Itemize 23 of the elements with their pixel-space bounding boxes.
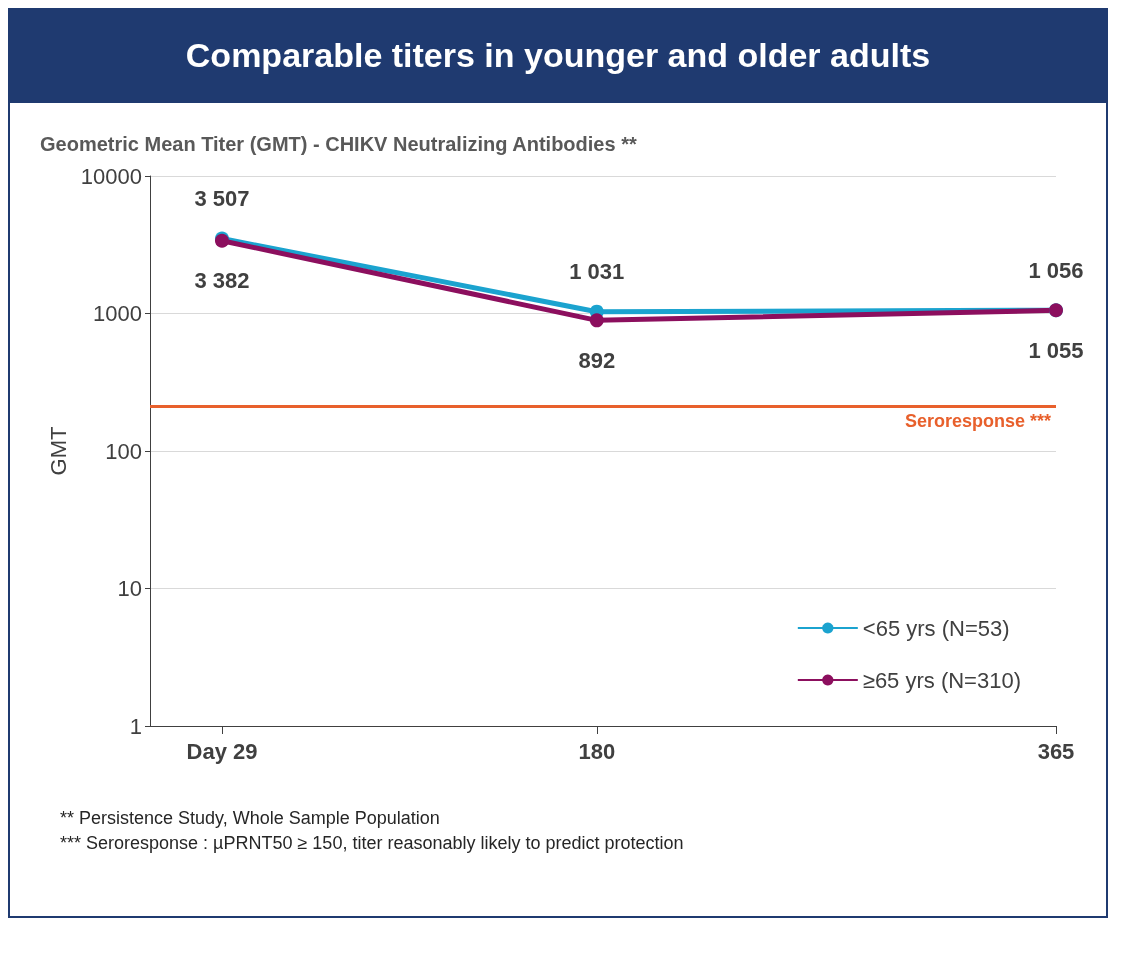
point — [589, 313, 604, 328]
data-label: 1 055 — [1028, 337, 1084, 363]
y-tick-label: 100 — [105, 438, 142, 464]
x-tick-label: 365 — [1037, 738, 1075, 764]
ref-line-label: Seroresponse *** — [904, 410, 1051, 431]
data-label: 3 507 — [194, 186, 250, 212]
x-tick-label: 180 — [578, 738, 616, 764]
y-tick-label: 1000 — [93, 301, 142, 326]
data-label: 3 382 — [194, 268, 250, 294]
data-label: 1 056 — [1028, 257, 1084, 283]
legend-label: <65 yrs (N=53) — [862, 615, 1010, 641]
y-tick-label: 10000 — [80, 163, 142, 189]
data-label: 1 031 — [569, 259, 625, 285]
chart-subtitle: Geometric Mean Titer (GMT) - CHIKV Neutralizing Antibodies ** — [40, 133, 638, 156]
x-tick-label: Day 29 — [186, 738, 258, 764]
chart-title: Comparable titers in younger and older adults — [10, 8, 1106, 103]
legend-label: ≥65 yrs (N=310) — [862, 667, 1022, 693]
y-axis-title: GMT — [46, 426, 72, 476]
text: *** Seroresponse : µPRNT50 ≥ 150, titer reasonably likely to predict protection — [60, 832, 685, 856]
text: ** Persistence Study, Whole Sample Population — [60, 807, 441, 830]
y-tick-label: 10 — [117, 576, 142, 601]
data-label: 892 — [578, 347, 616, 373]
y-tick-label: 1 — [129, 713, 142, 739]
